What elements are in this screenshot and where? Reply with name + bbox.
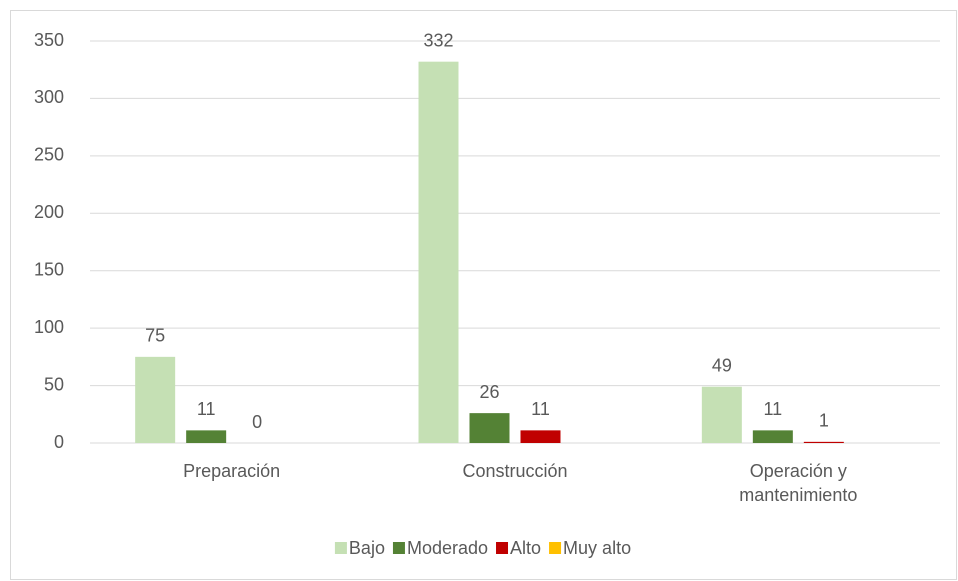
bar bbox=[752, 430, 793, 443]
bar bbox=[186, 430, 227, 443]
legend-label: Moderado bbox=[407, 538, 488, 558]
bar bbox=[803, 441, 844, 443]
legend-swatch bbox=[496, 542, 509, 554]
y-tick-label: 250 bbox=[34, 145, 64, 165]
bar bbox=[469, 413, 510, 443]
bar bbox=[135, 356, 176, 443]
y-tick-label: 350 bbox=[34, 30, 64, 50]
x-tick-label: Operación y mantenimiento bbox=[739, 461, 858, 505]
data-label: 75 bbox=[145, 326, 165, 346]
y-tick-label: 150 bbox=[34, 259, 64, 279]
y-tick-label: 50 bbox=[44, 374, 64, 394]
data-label: 49 bbox=[712, 355, 732, 375]
data-label: 0 bbox=[252, 412, 262, 432]
legend-label: Alto bbox=[510, 538, 541, 558]
legend-swatch bbox=[549, 542, 562, 554]
y-tick-label: 100 bbox=[34, 317, 64, 337]
legend-label: Bajo bbox=[349, 538, 385, 558]
y-tick-label: 200 bbox=[34, 202, 64, 222]
data-label: 11 bbox=[197, 399, 216, 419]
data-label: 11 bbox=[531, 399, 550, 419]
bar bbox=[701, 386, 742, 443]
legend-label: Muy alto bbox=[563, 538, 631, 558]
x-tick-label: Construcción bbox=[462, 461, 568, 481]
data-label: 11 bbox=[763, 399, 782, 419]
legend-swatch bbox=[392, 542, 405, 554]
y-tick-label: 300 bbox=[34, 87, 64, 107]
data-label: 1 bbox=[819, 411, 829, 431]
bar bbox=[520, 430, 561, 443]
chart-frame bbox=[10, 10, 957, 580]
data-label: 26 bbox=[479, 382, 499, 402]
legend-swatch bbox=[334, 542, 347, 554]
x-tick-label: Preparación bbox=[183, 461, 281, 481]
bar bbox=[418, 61, 459, 443]
y-tick-label: 0 bbox=[54, 432, 64, 452]
data-label: 332 bbox=[423, 30, 453, 50]
